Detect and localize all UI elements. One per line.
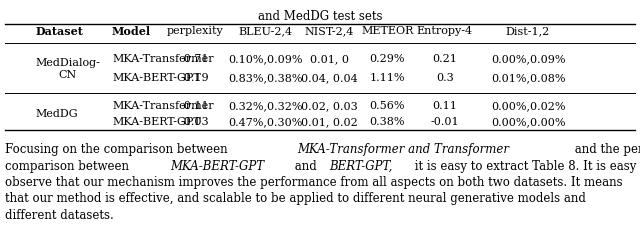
Text: METEOR: METEOR <box>361 27 413 36</box>
Text: 0.32%,0.32%: 0.32%,0.32% <box>228 101 303 111</box>
Text: Dist-1,2: Dist-1,2 <box>506 27 550 36</box>
Text: 1.11%: 1.11% <box>369 73 405 83</box>
Text: Entropy-4: Entropy-4 <box>417 27 473 36</box>
Text: MedDG: MedDG <box>35 109 78 119</box>
Text: 0.11: 0.11 <box>433 101 457 111</box>
Text: MKA-BERT-GPT: MKA-BERT-GPT <box>112 73 201 83</box>
Text: MKA-Transformer: MKA-Transformer <box>112 55 214 64</box>
Text: BLEU-2,4: BLEU-2,4 <box>239 27 292 36</box>
Text: 0.01, 0: 0.01, 0 <box>310 55 349 64</box>
Text: and the performance: and the performance <box>571 143 640 156</box>
Text: 0.29%: 0.29% <box>369 55 405 64</box>
Text: Focusing on the comparison between: Focusing on the comparison between <box>5 143 232 156</box>
Text: 0.04, 0.04: 0.04, 0.04 <box>301 73 358 83</box>
Text: 0.00%,0.09%: 0.00%,0.09% <box>491 55 565 64</box>
Text: -0.03: -0.03 <box>181 117 209 127</box>
Text: -0.19: -0.19 <box>181 73 209 83</box>
Text: -0.01: -0.01 <box>431 117 459 127</box>
Text: 0.3: 0.3 <box>436 73 454 83</box>
Text: 0.38%: 0.38% <box>369 117 405 127</box>
Text: observe that our mechanism improves the performance from all aspects on both two: observe that our mechanism improves the … <box>5 176 623 189</box>
Text: 0.02, 0.03: 0.02, 0.03 <box>301 101 358 111</box>
Text: Dataset: Dataset <box>35 26 83 37</box>
Text: 0.00%,0.02%: 0.00%,0.02% <box>491 101 565 111</box>
Text: 0.47%,0.30%: 0.47%,0.30% <box>228 117 303 127</box>
Text: 0.21: 0.21 <box>433 55 457 64</box>
Text: 0.83%,0.38%: 0.83%,0.38% <box>228 73 303 83</box>
Text: and: and <box>291 160 321 173</box>
Text: that our method is effective, and scalable to be applied to different neural gen: that our method is effective, and scalab… <box>5 192 586 205</box>
Text: 0.00%,0.00%: 0.00%,0.00% <box>491 117 565 127</box>
Text: MKA-Transformer and Transformer: MKA-Transformer and Transformer <box>297 143 509 156</box>
Text: Model: Model <box>112 26 151 37</box>
Text: BERT-GPT,: BERT-GPT, <box>330 160 393 173</box>
Text: 0.56%: 0.56% <box>369 101 405 111</box>
Text: NIST-2,4: NIST-2,4 <box>305 27 355 36</box>
Text: perplexity: perplexity <box>167 27 223 36</box>
Text: MKA-BERT-GPT: MKA-BERT-GPT <box>112 117 201 127</box>
Text: MedDialog-
CN: MedDialog- CN <box>35 58 100 79</box>
Text: different datasets.: different datasets. <box>5 209 114 222</box>
Text: 0.01, 0.02: 0.01, 0.02 <box>301 117 358 127</box>
Text: MKA-BERT-GPT: MKA-BERT-GPT <box>170 160 264 173</box>
Text: and MedDG test sets: and MedDG test sets <box>258 10 382 24</box>
Text: 0.10%,0.09%: 0.10%,0.09% <box>228 55 303 64</box>
Text: MKA-Transformer: MKA-Transformer <box>112 101 214 111</box>
Text: comparison between: comparison between <box>5 160 133 173</box>
Text: 0.01%,0.08%: 0.01%,0.08% <box>491 73 565 83</box>
Text: -0.11: -0.11 <box>181 101 209 111</box>
Text: -0.71: -0.71 <box>181 55 209 64</box>
Text: it is easy to extract Table 8. It is easy to: it is easy to extract Table 8. It is eas… <box>412 160 640 173</box>
